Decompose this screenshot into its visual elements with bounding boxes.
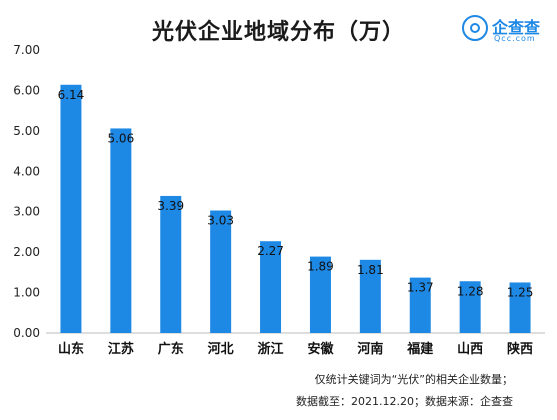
category-label: 山东 [58,341,84,357]
value-label: 1.28 [457,284,484,298]
logo-domain: Qcc.com [494,34,536,43]
logo-name: 企查查 [492,18,541,37]
category-label: 陕西 [507,341,533,357]
bar-1 [60,84,82,333]
bar-2 [110,128,132,333]
value-label: 3.03 [207,214,234,228]
bar-10 [509,282,531,333]
y-tick-label: 3.00 [13,205,40,219]
y-tick-label: 0.00 [13,326,40,340]
qcc-logo: 企查查 Qcc.com [462,13,552,47]
y-tick-label: 1.00 [13,286,40,300]
qcc-logo-icon [462,15,488,41]
bar-4 [210,210,232,333]
category-label: 江苏 [108,341,134,357]
category-label: 安徽 [307,341,334,357]
bar-7 [359,259,381,333]
category-label: 浙江 [258,341,284,357]
value-label: 1.37 [407,281,434,295]
bar-9 [459,281,481,333]
value-label: 1.81 [357,263,384,277]
category-label: 河北 [208,341,234,357]
category-label: 福建 [406,341,433,357]
bar-3 [160,195,182,333]
category-label: 广东 [158,341,184,357]
chart-title: 光伏企业地域分布（万） [151,20,405,45]
category-label: 河南 [357,341,383,357]
y-tick-label: 6.00 [13,83,40,97]
y-tick-label: 7.00 [13,43,40,57]
bar-6 [309,256,331,333]
bar-5 [260,241,282,333]
value-label: 3.39 [157,199,184,213]
y-tick-label: 2.00 [13,245,40,259]
value-label: 1.25 [507,285,534,299]
value-label: 2.27 [257,244,284,258]
value-label: 1.89 [307,260,334,274]
value-label: 6.14 [58,88,85,102]
value-label: 5.06 [107,131,134,145]
note-scope: 仅统计关键词为“光伏”的相关企业数量； [314,373,513,386]
bar-8 [409,277,431,333]
category-label: 山西 [457,341,483,357]
note-source: 数据截至：2021.12.20；数据来源：企查查 [296,395,513,408]
y-tick-label: 5.00 [13,124,40,138]
y-tick-label: 4.00 [13,164,40,178]
